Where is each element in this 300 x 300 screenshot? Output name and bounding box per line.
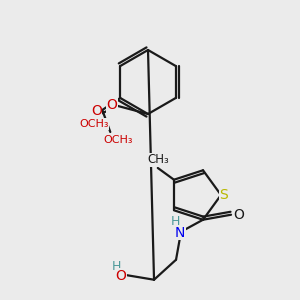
Text: OCH₃: OCH₃ (79, 119, 109, 129)
Text: O: O (234, 208, 244, 222)
Text: OCH₃: OCH₃ (103, 135, 133, 145)
Text: H: H (170, 215, 180, 228)
Text: S: S (220, 188, 228, 202)
Text: O: O (116, 269, 127, 283)
Text: O: O (91, 104, 102, 118)
Text: H: H (111, 260, 121, 273)
Text: CH₃: CH₃ (147, 154, 169, 166)
Text: O: O (106, 98, 117, 112)
Text: N: N (175, 226, 185, 240)
